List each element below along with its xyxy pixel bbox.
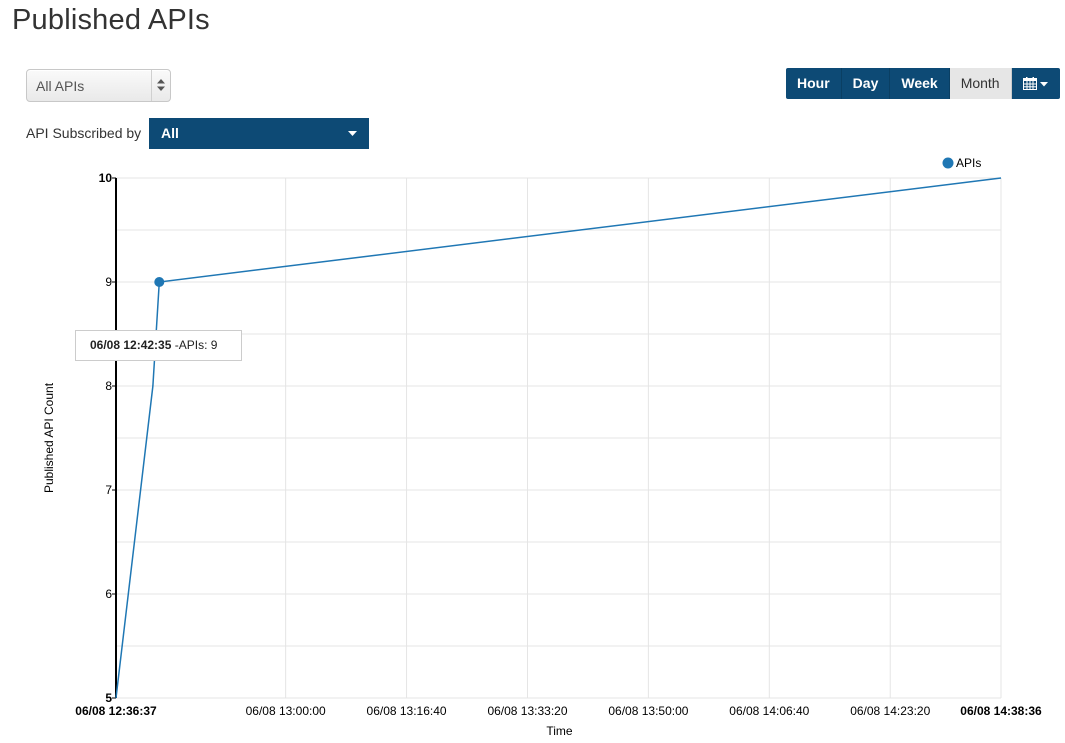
calendar-dropdown-button[interactable] bbox=[1011, 68, 1060, 99]
x-tick-label: 06/08 13:33:20 bbox=[487, 704, 567, 718]
x-tick-label: 06/08 14:38:36 bbox=[960, 704, 1042, 718]
api-select-value: All APIs bbox=[36, 78, 85, 94]
caret-down-icon bbox=[1039, 82, 1048, 87]
y-tick-label: 9 bbox=[105, 275, 112, 289]
subscribed-by-value: All bbox=[161, 125, 179, 141]
chart-tooltip: 06/08 12:42:35 -APIs: 9 bbox=[75, 330, 242, 361]
x-tick-label: 06/08 12:36:37 bbox=[75, 704, 157, 718]
x-tick-label: 06/08 13:16:40 bbox=[367, 704, 447, 718]
y-tick-label: 8 bbox=[105, 379, 112, 393]
tooltip-time: 06/08 12:42:35 bbox=[90, 338, 172, 352]
x-axis-label: Time bbox=[546, 724, 573, 738]
caret-down-icon bbox=[348, 131, 357, 136]
y-tick-label: 7 bbox=[105, 483, 112, 497]
calendar-icon bbox=[1022, 77, 1037, 90]
subscribed-by-label: API Subscribed by bbox=[26, 125, 142, 141]
legend-marker-apis bbox=[942, 157, 954, 169]
api-select-dropdown[interactable]: All APIs bbox=[26, 69, 171, 102]
subscribed-by-dropdown[interactable]: All bbox=[149, 118, 369, 149]
legend-label-apis: APIs bbox=[956, 156, 981, 170]
page-title: Published APIs bbox=[12, 4, 210, 36]
y-tick-label: 10 bbox=[99, 171, 113, 185]
range-button-day[interactable]: Day bbox=[841, 68, 891, 99]
y-axis-label: Published API Count bbox=[42, 382, 56, 493]
y-tick-label: 6 bbox=[105, 587, 112, 601]
x-tick-label: 06/08 13:50:00 bbox=[608, 704, 688, 718]
select-arrows-icon bbox=[151, 70, 170, 101]
x-tick-label: 06/08 14:06:40 bbox=[729, 704, 809, 718]
data-point bbox=[154, 277, 165, 287]
range-button-hour[interactable]: Hour bbox=[786, 68, 842, 99]
y-tick-label: 5 bbox=[105, 691, 112, 705]
x-tick-label: 06/08 14:23:20 bbox=[850, 704, 930, 718]
x-tick-label: 06/08 13:00:00 bbox=[246, 704, 326, 718]
range-button-week[interactable]: Week bbox=[890, 68, 950, 99]
range-button-month[interactable]: Month bbox=[949, 68, 1012, 99]
tooltip-value: -APIs: 9 bbox=[174, 338, 218, 352]
time-range-button-group: Hour Day Week Month bbox=[786, 68, 1060, 99]
